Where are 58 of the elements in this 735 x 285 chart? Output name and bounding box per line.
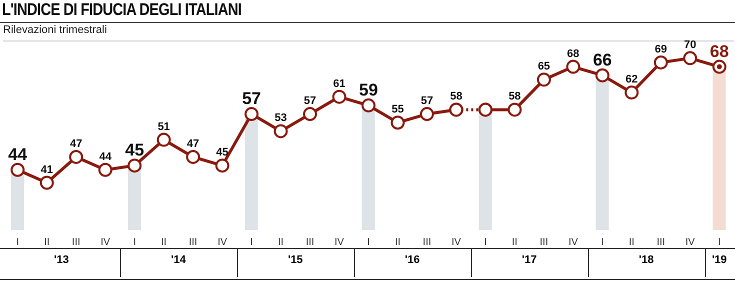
x-tick-label: IV bbox=[451, 237, 462, 248]
x-tick-label: II bbox=[512, 237, 518, 248]
data-label: 59 bbox=[359, 80, 378, 100]
x-tick-label: III bbox=[72, 237, 80, 248]
data-label: 68 bbox=[710, 42, 729, 61]
chart-subtitle: Rilevazioni trimestrali bbox=[3, 24, 107, 36]
x-tick-label: I bbox=[718, 237, 721, 248]
x-tick-label: II bbox=[628, 237, 634, 248]
data-label: 66 bbox=[592, 50, 612, 70]
data-label: 45 bbox=[125, 140, 144, 160]
data-label: 51 bbox=[158, 120, 170, 133]
x-tick-label: III bbox=[422, 237, 432, 248]
data-label: 55 bbox=[392, 104, 404, 116]
x-tick-label: I bbox=[133, 237, 136, 248]
chart-title: L'INDICE DI FIDUCIA DEGLI ITALIANI bbox=[2, 0, 242, 20]
x-tick-label: III bbox=[188, 237, 198, 248]
x-tick-label: II bbox=[394, 237, 401, 248]
data-label: 58 bbox=[450, 90, 462, 103]
data-label: 47 bbox=[186, 138, 200, 150]
x-tick-label: I bbox=[484, 237, 487, 248]
x-tick-label: III bbox=[540, 237, 548, 248]
data-label: 45 bbox=[216, 146, 228, 159]
x-tick-label: IV bbox=[334, 237, 344, 248]
data-label: 47 bbox=[70, 138, 82, 150]
text: '18 bbox=[638, 253, 655, 268]
data-label: 41 bbox=[40, 164, 53, 176]
x-tick-label: I bbox=[250, 237, 253, 248]
data-label: 44 bbox=[99, 150, 112, 163]
x-tick-label: I bbox=[601, 237, 604, 248]
data-label: 69 bbox=[654, 43, 668, 56]
x-tick-label: IV bbox=[685, 237, 696, 248]
x-tick-label: II bbox=[278, 237, 284, 248]
x-tick-label: I bbox=[16, 237, 20, 248]
data-label: 68 bbox=[567, 48, 580, 60]
x-tick-label: III bbox=[306, 237, 314, 248]
data-label: 57 bbox=[242, 89, 261, 108]
data-label: 65 bbox=[538, 60, 550, 73]
data-label: 53 bbox=[274, 112, 287, 124]
x-tick-label: II bbox=[44, 237, 50, 248]
text: '16 bbox=[404, 253, 421, 268]
x-tick-label: III bbox=[656, 237, 666, 248]
text: '13 bbox=[53, 253, 70, 268]
x-tick-label: IV bbox=[100, 237, 110, 248]
x-tick-label: IV bbox=[568, 237, 578, 248]
text: '14 bbox=[170, 253, 187, 268]
x-tick-label: II bbox=[161, 237, 167, 248]
data-label: 62 bbox=[626, 74, 638, 86]
data-label: 44 bbox=[8, 144, 28, 164]
text: '17 bbox=[520, 253, 538, 268]
data-label: 61 bbox=[333, 78, 346, 90]
data-label: 57 bbox=[304, 95, 316, 108]
text: '19 bbox=[710, 253, 728, 268]
data-label: 57 bbox=[420, 95, 434, 108]
data-label: 58 bbox=[508, 90, 521, 103]
data-label: 70 bbox=[684, 39, 696, 52]
x-tick-label: IV bbox=[218, 237, 228, 248]
x-tick-label: I bbox=[367, 237, 370, 248]
text: '15 bbox=[286, 253, 304, 268]
